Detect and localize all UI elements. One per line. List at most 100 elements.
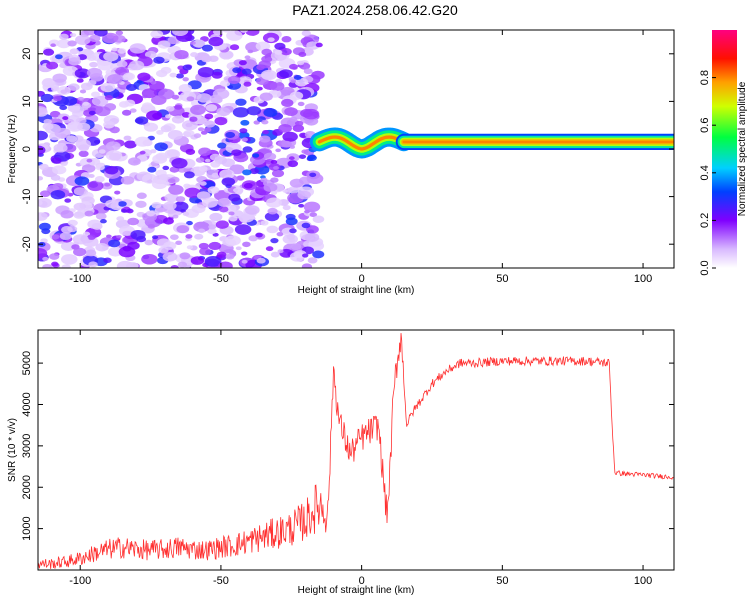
snr-y-tick-label: 4000: [21, 392, 33, 416]
spectrogram-cell: [244, 55, 251, 60]
spectrogram-cell: [59, 232, 72, 240]
spectrogram-cell: [294, 120, 304, 127]
spectrogram-cell: [127, 217, 139, 226]
spectrogram-cell: [260, 177, 268, 183]
spectrogram-cell: [270, 177, 279, 183]
spectrogram-cell: [192, 39, 206, 48]
spectrogram-cell: [198, 242, 209, 250]
spectrogram-y-ticks: -20 -10 0 10 20: [21, 48, 674, 252]
spectrogram-cell: [275, 148, 281, 153]
spectrogram-cell: [281, 98, 294, 107]
spectrogram-cell: [50, 189, 66, 200]
spectrogram-cell: [128, 60, 145, 71]
snr-x-tick-label: 0: [359, 575, 365, 587]
spectrogram-cell: [256, 86, 263, 91]
spectrogram-cell: [104, 165, 119, 175]
spectrogram-cell: [242, 169, 252, 176]
spectrogram-cell: [303, 68, 313, 75]
spectrogram-cell: [282, 234, 298, 245]
spectrogram-cell: [56, 39, 71, 49]
spectrogram-cell: [43, 48, 55, 56]
spectrogram-cell: [241, 68, 252, 75]
spectrogram-cell: [271, 90, 279, 95]
spectrogram-cell: [153, 56, 165, 64]
spectrogram-cell: [152, 235, 159, 240]
spectrogram-cell: [47, 78, 53, 82]
spectrogram-cell: [59, 105, 68, 111]
spectrogram-cell: [198, 165, 208, 172]
spectrogram-cell: [120, 176, 135, 185]
spectrogram-cell: [259, 92, 273, 101]
spectrogram-cell: [38, 176, 44, 181]
spectrogram-cell: [263, 152, 277, 161]
spectrogram-cell: [160, 125, 172, 133]
spectrogram-cell: [198, 228, 206, 234]
spectrogram-cell: [287, 186, 300, 194]
snr-x-ticks: -100 -50 0 50 100: [69, 330, 652, 587]
spectrogram-cell: [179, 252, 191, 260]
spectrogram-cell: [301, 222, 311, 229]
spectrogram-cell: [52, 73, 67, 83]
spectrogram-cell: [292, 124, 305, 132]
spectrogram-cell: [228, 193, 241, 202]
spectrogram-cell: [171, 115, 185, 124]
spectrogram-cell: [228, 215, 238, 222]
spectrogram-y-tick-label: 20: [21, 48, 33, 60]
spectrogram-cell: [243, 182, 253, 189]
spectrogram-cell: [234, 224, 252, 235]
spectrogram-cell: [221, 177, 236, 187]
spectrogram-x-ticks: -100 -50 0 50 100: [69, 30, 652, 285]
spectrogram-cell: [260, 220, 269, 226]
spectrogram-cell: [304, 232, 320, 243]
spectrogram-cell: [114, 190, 121, 195]
spectrogram-cell: [97, 60, 113, 71]
spectrogram-cell: [103, 115, 120, 126]
spectrogram-cell: [117, 48, 127, 54]
spectrogram-cell: [52, 165, 67, 175]
spectrogram-cell: [267, 37, 275, 42]
spectrogram-cell: [156, 129, 164, 135]
spectrogram-cell: [232, 67, 242, 74]
spectrogram-cell: [88, 110, 96, 116]
spectrogram-y-tick-label: 0: [21, 146, 33, 152]
spectrogram-cell: [209, 212, 223, 222]
spectrogram-cell: [67, 219, 78, 227]
spectrogram-cell: [261, 48, 272, 56]
spectrogram-cell: [241, 259, 248, 264]
spectrogram-cell: [69, 48, 79, 55]
spectrogram-cell: [73, 247, 87, 257]
spectrogram-cell: [204, 120, 216, 128]
spectrogram-cell: [205, 104, 218, 112]
spectrogram-cell: [127, 241, 140, 250]
spectrogram-cell: [252, 153, 260, 158]
spectrogram-x-tick-label: 100: [634, 273, 652, 285]
spectrogram-cell: [77, 96, 85, 101]
spectrogram-cell: [141, 253, 158, 265]
colorbar-gradient: [712, 30, 737, 268]
spectrogram-cell: [123, 135, 132, 141]
spectrogram-cell: [301, 149, 309, 154]
spectrogram-cell: [43, 118, 52, 125]
spectrogram-cell: [46, 61, 59, 70]
spectrogram-y-tick-label: -10: [21, 189, 33, 205]
spectrogram-cell: [74, 176, 90, 186]
spectrogram-cell: [302, 108, 320, 120]
spectrogram-cell: [306, 41, 320, 50]
spectrogram-cell: [278, 123, 292, 133]
spectrogram-cell: [95, 164, 105, 171]
spectrogram-cell: [175, 73, 184, 79]
spectrogram-cell: [51, 157, 62, 164]
spectrogram-cell: [194, 233, 204, 240]
spectrogram-cell: [215, 220, 229, 229]
spectrogram-cell: [255, 41, 271, 51]
spectrogram-cell: [260, 69, 277, 81]
spectrogram-cell: [182, 64, 192, 71]
spectrogram-cell: [168, 184, 184, 195]
spectrogram-cell: [162, 165, 170, 171]
spectrogram-cell: [303, 201, 321, 213]
spectrogram-cell: [315, 42, 323, 48]
spectrogram-cell: [102, 32, 119, 44]
spectrogram-cell: [73, 211, 85, 219]
spectrogram-cell: [276, 231, 284, 237]
